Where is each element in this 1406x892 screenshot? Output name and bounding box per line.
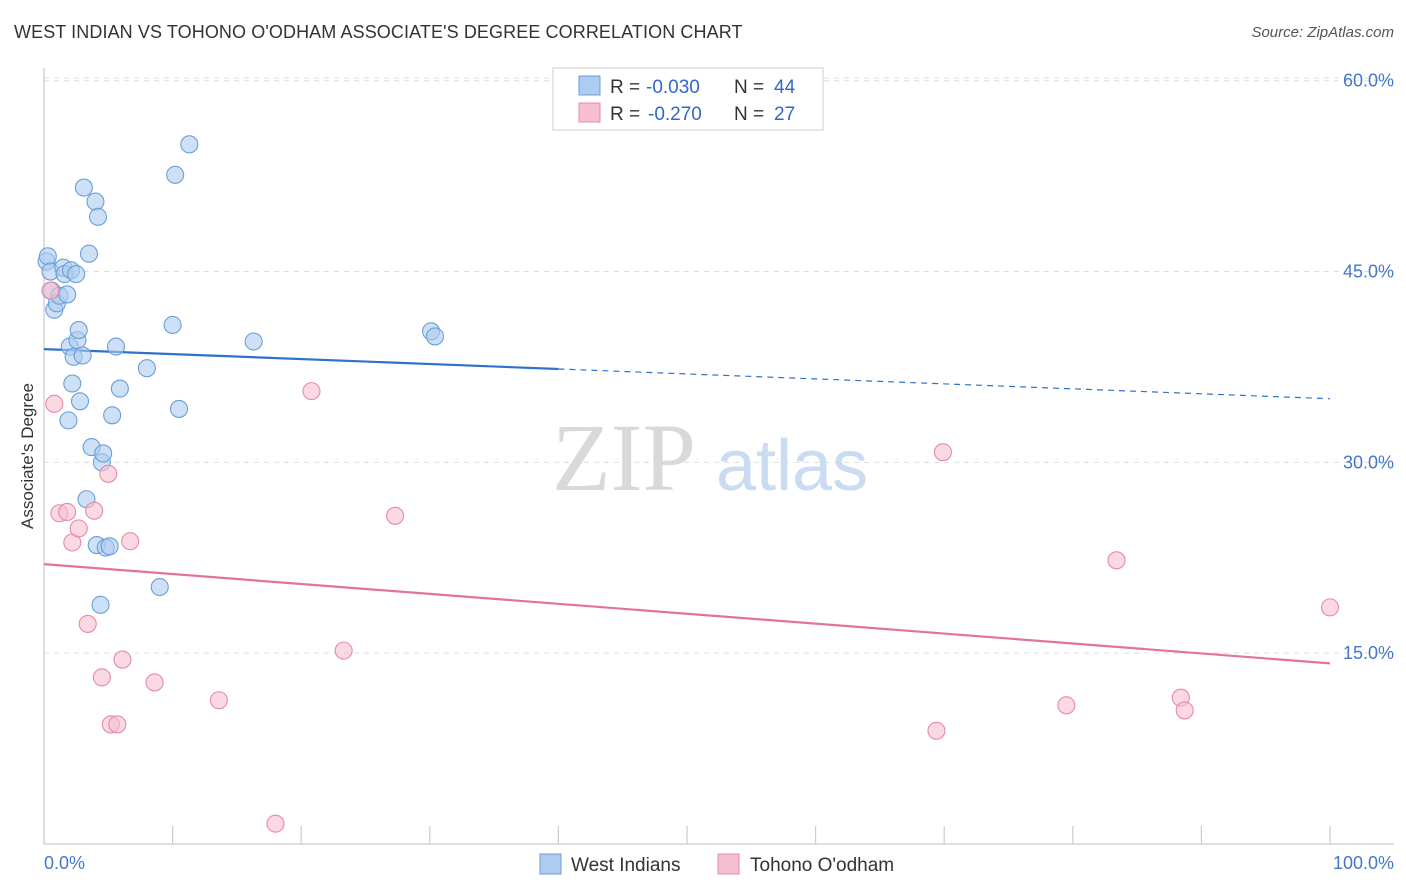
- correlation-legend: R = -0.030 N = 44 R = -0.270 N = 27: [552, 67, 824, 131]
- series-label-west-indians: West Indians: [571, 855, 680, 876]
- point-west-indians-22: [79, 244, 99, 263]
- point-west-indians-27: [91, 595, 110, 614]
- legend-n-label-2: N =: [734, 104, 764, 125]
- point-tohono-oodham-22: [1057, 696, 1076, 715]
- legend-n-value-1: 44: [774, 77, 796, 98]
- watermark-atlas: atlas: [716, 426, 868, 506]
- point-tohono-oodham-12: [113, 650, 132, 669]
- point-tohono-oodham-5: [69, 519, 88, 538]
- y-tick-label-2: 45.0%: [1343, 262, 1394, 282]
- point-tohono-oodham-17: [302, 382, 321, 401]
- point-west-indians-9: [58, 285, 77, 304]
- point-west-indians-41: [244, 332, 263, 351]
- legend-r-value-1: -0.030: [646, 77, 700, 98]
- y-tick-label-3: 60.0%: [1343, 71, 1394, 91]
- point-tohono-oodham-3: [58, 502, 77, 522]
- watermark-zip: ZIP: [552, 404, 696, 511]
- point-west-indians-35: [137, 359, 156, 378]
- legend-n-label-1: N =: [734, 77, 764, 98]
- x-tick-label-min: 0.0%: [44, 853, 85, 873]
- point-west-indians-34: [110, 379, 129, 398]
- series-legend: West Indians Tohono O'odham: [539, 853, 894, 876]
- legend-r-label-2: R =: [610, 104, 640, 125]
- point-tohono-oodham-8: [92, 668, 111, 687]
- point-west-indians-1: [38, 247, 57, 266]
- point-tohono-oodham-14: [145, 673, 164, 692]
- y-axis-title: Associate's Degree: [18, 383, 37, 529]
- point-tohono-oodham-25: [1175, 701, 1194, 720]
- point-tohono-oodham-7: [85, 501, 104, 520]
- point-tohono-oodham-21: [933, 443, 952, 462]
- point-tohono-oodham-13: [121, 532, 140, 551]
- watermark: ZIP atlas: [552, 404, 868, 511]
- point-west-indians-10: [59, 411, 78, 430]
- x-tick-label-max: 100.0%: [1333, 853, 1394, 873]
- point-tohono-oodham-15: [209, 691, 228, 710]
- gridlines: [44, 77, 1394, 654]
- trend-line-tohono-oodham: [43, 563, 1331, 665]
- point-tohono-oodham-26: [1320, 598, 1340, 617]
- point-west-indians-15: [67, 265, 86, 284]
- point-tohono-oodham-6: [78, 614, 97, 633]
- point-west-indians-18: [70, 392, 90, 411]
- point-tohono-oodham-19: [386, 506, 405, 525]
- point-west-indians-40: [180, 135, 199, 154]
- source-label: Source: ZipAtlas.com: [1251, 24, 1394, 41]
- y-tick-label-0: 15.0%: [1343, 643, 1394, 663]
- point-west-indians-17: [69, 321, 88, 340]
- point-tohono-oodham-9: [99, 464, 118, 483]
- point-tohono-oodham-11: [108, 715, 127, 734]
- point-tohono-oodham-1: [45, 394, 64, 413]
- point-west-indians-20: [74, 178, 93, 197]
- axes: [43, 68, 1394, 845]
- x-axis-ticks: [43, 826, 1331, 844]
- data-points: [37, 135, 1340, 833]
- y-tick-labels: 15.0% 30.0% 45.0% 60.0%: [1343, 71, 1394, 663]
- series-label-tohono-oodham: Tohono O'odham: [750, 855, 894, 876]
- point-tohono-oodham-20: [927, 721, 946, 740]
- point-west-indians-37: [163, 315, 182, 335]
- point-west-indians-33: [106, 337, 126, 356]
- point-west-indians-24: [86, 192, 105, 211]
- point-west-indians-38: [166, 165, 185, 184]
- point-west-indians-39: [169, 399, 189, 418]
- point-west-indians-31: [100, 537, 119, 556]
- legend-r-label-1: R =: [610, 77, 640, 98]
- chart-title: WEST INDIAN VS TOHONO O'ODHAM ASSOCIATE'…: [14, 22, 743, 42]
- trend-line-west-indians: [43, 348, 559, 371]
- point-west-indians-26: [88, 207, 108, 226]
- point-west-indians-43: [425, 327, 444, 346]
- point-west-indians-32: [103, 406, 122, 425]
- series-swatch-tohono-oodham: [717, 853, 740, 875]
- point-tohono-oodham-0: [41, 281, 60, 300]
- point-west-indians-19: [73, 346, 92, 365]
- legend-swatch-pink: [578, 102, 601, 123]
- point-tohono-oodham-18: [334, 641, 353, 660]
- legend-n-value-2: 27: [774, 104, 795, 125]
- point-west-indians-13: [63, 374, 82, 393]
- legend-swatch-blue: [578, 75, 601, 96]
- point-west-indians-29: [94, 444, 113, 463]
- legend-r-value-2: -0.270: [648, 104, 702, 125]
- point-west-indians-36: [150, 577, 169, 597]
- y-tick-label-1: 30.0%: [1343, 452, 1394, 472]
- point-tohono-oodham-23: [1107, 551, 1126, 570]
- point-tohono-oodham-16: [266, 814, 285, 833]
- series-swatch-west-indians: [539, 853, 562, 875]
- trend-line-west-indians-projection: [558, 368, 1331, 400]
- trend-lines: [43, 348, 1331, 665]
